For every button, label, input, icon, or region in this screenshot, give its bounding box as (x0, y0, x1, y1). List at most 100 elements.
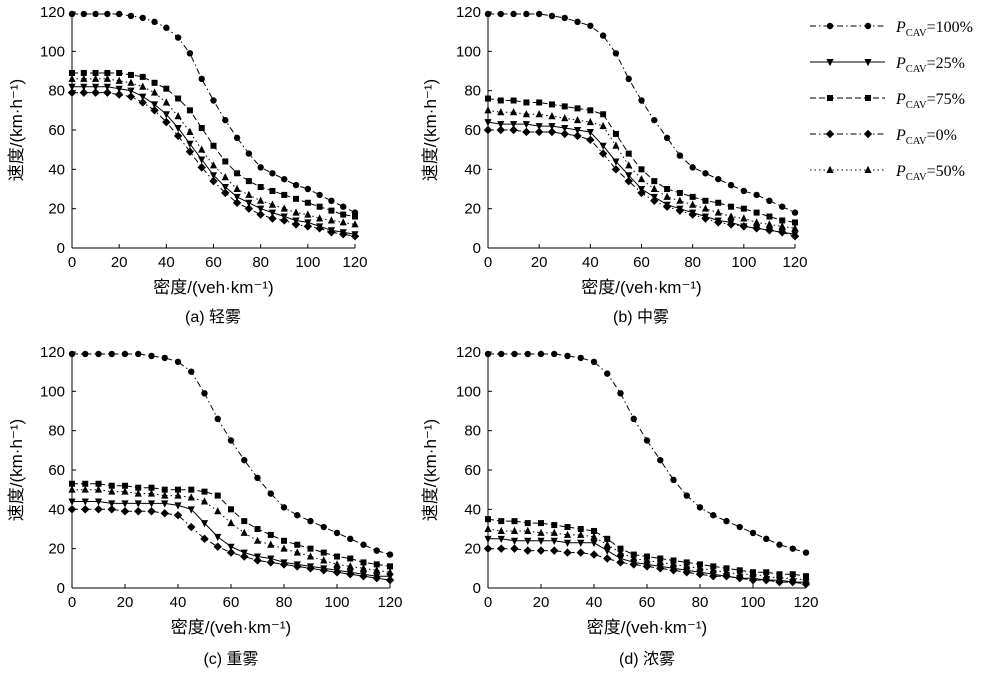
data-point-p0 (576, 548, 585, 557)
data-point-p25 (214, 533, 222, 542)
x-axis-label: 密度/(veh·km⁻¹) (581, 278, 701, 297)
data-point-p75 (574, 105, 581, 112)
data-point-p25 (115, 85, 123, 93)
series-p75 (69, 69, 358, 220)
data-point-p75 (792, 219, 798, 226)
x-tick-label: 80 (692, 594, 709, 611)
data-point-p50 (603, 540, 611, 548)
data-point-p75 (651, 178, 658, 185)
data-point-p0 (126, 92, 136, 101)
data-point-p50 (227, 518, 235, 527)
data-point-p25 (268, 209, 277, 217)
data-point-p0 (197, 163, 206, 172)
data-point-p25 (510, 537, 519, 545)
data-point-p100 (676, 152, 684, 159)
data-point-p75 (510, 97, 517, 104)
data-point-p75 (600, 111, 607, 118)
data-point-p0 (536, 546, 546, 555)
data-point-p0 (327, 228, 336, 237)
data-point-p75 (175, 95, 182, 102)
legend-label-prefix: P (895, 127, 906, 144)
data-point-p0 (226, 548, 236, 557)
data-point-p0 (563, 548, 572, 557)
data-point-p50 (174, 491, 182, 499)
data-point-p75 (82, 480, 89, 487)
data-point-p0 (134, 507, 143, 516)
y-tick-label: 20 (48, 201, 65, 218)
panel-caption: (c) 重雾 (203, 650, 258, 668)
data-point-p100 (802, 549, 810, 556)
data-point-p50 (373, 566, 381, 574)
data-point-p0 (150, 106, 159, 115)
data-point-p50 (509, 108, 518, 116)
data-point-p100 (789, 545, 796, 552)
data-point-p75 (360, 559, 367, 566)
data-point-p0 (293, 562, 302, 571)
data-point-p100 (292, 181, 300, 189)
data-point-p50 (714, 208, 722, 216)
data-point-p25 (257, 205, 265, 213)
y-tick-label: 60 (48, 122, 65, 139)
data-point-p0 (603, 554, 612, 563)
data-point-p50 (689, 200, 697, 208)
y-axis-label: 速度/(km·h⁻¹) (421, 79, 440, 181)
x-tick-label: 0 (484, 594, 492, 611)
series-p75 (485, 95, 798, 226)
data-point-p0 (629, 560, 638, 569)
data-point-p100 (484, 10, 492, 18)
data-point-p100 (766, 197, 773, 204)
data-point-p0 (496, 125, 505, 135)
data-point-p100 (257, 164, 264, 171)
data-point-p25 (121, 500, 129, 508)
data-point-p50 (351, 220, 359, 228)
x-axis-label: 密度/(veh·km⁻¹) (587, 618, 707, 637)
data-point-p75 (267, 531, 274, 538)
legend-label-suffix: =25% (927, 55, 965, 72)
data-point-p0 (268, 214, 277, 223)
data-point-p100 (174, 34, 182, 41)
data-point-p50 (108, 487, 116, 495)
data-point-p0 (522, 127, 531, 137)
data-point-p100 (670, 476, 677, 484)
legend-marker (827, 95, 833, 101)
data-point-p50 (484, 106, 492, 114)
x-tick-label: 40 (586, 594, 603, 611)
data-point-p0 (775, 577, 784, 587)
data-point-p0 (483, 544, 493, 553)
data-point-p0 (509, 125, 518, 135)
data-point-p75 (564, 524, 571, 531)
data-point-p75 (334, 553, 340, 560)
data-point-p0 (346, 570, 355, 579)
series-line-p0 (488, 129, 796, 237)
data-point-p75 (92, 69, 99, 76)
data-point-p100 (548, 12, 556, 20)
x-tick-label: 0 (68, 594, 76, 611)
series-p75 (69, 480, 393, 570)
data-point-p50 (701, 204, 710, 212)
data-point-p75 (163, 85, 170, 92)
y-axis-label: 速度/(km·h⁻¹) (7, 79, 26, 181)
legend-label-sub: CAV (906, 136, 927, 147)
data-point-p50 (550, 528, 558, 536)
data-point-p0 (598, 149, 608, 158)
legend-label-suffix: =75% (927, 91, 965, 108)
data-point-p50 (257, 196, 265, 204)
series-line-p50 (72, 489, 391, 573)
x-tick-label: 80 (252, 254, 269, 271)
y-tick-label: 120 (40, 4, 65, 21)
data-point-p75 (214, 492, 221, 499)
data-point-p100 (779, 203, 786, 210)
y-tick-label: 40 (464, 161, 481, 178)
data-point-p25 (509, 121, 518, 129)
series-p0 (67, 505, 395, 585)
data-point-p0 (611, 165, 621, 174)
data-point-p100 (561, 14, 568, 22)
data-point-p0 (107, 505, 116, 514)
data-point-p100 (736, 523, 743, 531)
data-point-p25 (625, 172, 633, 180)
y-tick-label: 20 (464, 541, 481, 558)
data-point-p50 (267, 540, 275, 548)
data-point-p75 (281, 537, 287, 544)
data-point-p100 (280, 504, 288, 511)
